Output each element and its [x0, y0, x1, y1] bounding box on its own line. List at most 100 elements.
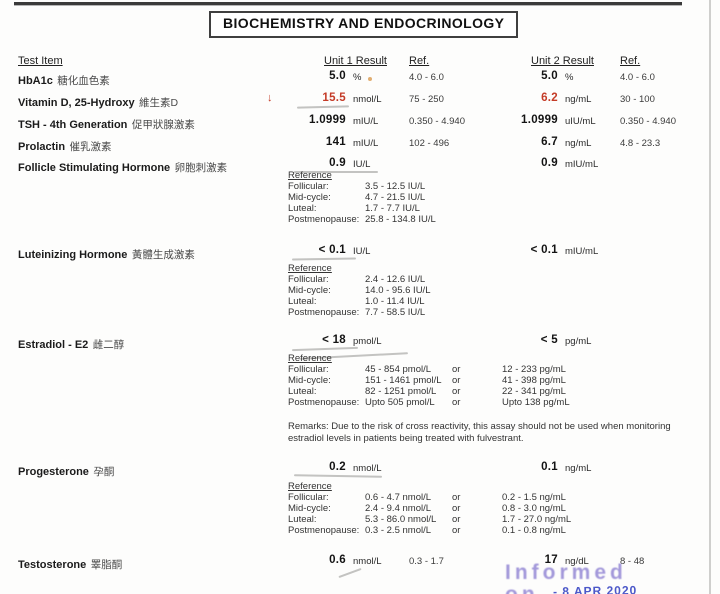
- test-name-en: Prolactin: [18, 141, 66, 153]
- pen-underline: [294, 171, 378, 173]
- ref-phase-label: Luteal:: [288, 386, 317, 397]
- unit2: uIU/mL: [565, 116, 596, 127]
- unit2: ng/mL: [565, 94, 592, 105]
- test-name-cn: 催乳激素: [69, 141, 112, 153]
- result-unit1: 0.9: [329, 157, 346, 169]
- ref-range2: 8 - 48: [620, 556, 645, 567]
- ref-phase-label: Mid-cycle:: [288, 192, 331, 203]
- pen-checkmark: [338, 567, 362, 579]
- col-header-unit2-result: Unit 2 Result: [531, 55, 594, 67]
- ref-range2: 30 - 100: [620, 94, 655, 105]
- col-header-ref1: Ref.: [409, 55, 430, 67]
- col-header-test-item: Test Item: [18, 55, 63, 67]
- test-name-en: Testosterone: [18, 559, 87, 571]
- unit2: ng/mL: [565, 138, 592, 149]
- result-unit2: 17: [544, 554, 558, 566]
- ref-phase-range2: 12 - 233 pg/mL: [502, 364, 566, 375]
- test-name-cn: 維生素D: [139, 97, 179, 109]
- test-name-cn: 睪脂酮: [90, 559, 123, 571]
- ref-phase-range: 1.7 - 7.7 IU/L: [365, 203, 420, 214]
- ref-or: or: [452, 492, 461, 503]
- ref-phase-range2: 1.7 - 27.0 ng/mL: [502, 514, 572, 525]
- unit1: nmol/L: [353, 556, 382, 567]
- ref-range2: 4.8 - 23.3: [620, 138, 661, 149]
- ref-or: or: [452, 386, 461, 397]
- unit1: %: [353, 72, 362, 83]
- col-header-ref2: Ref.: [620, 55, 641, 67]
- test-name-cn: 糖化血色素: [57, 75, 110, 87]
- test-name-en: Luteinizing Hormone: [18, 249, 128, 261]
- ref-phase-range: 2.4 - 12.6 IU/L: [365, 274, 426, 285]
- ref-phase-range2: 22 - 341 pg/mL: [502, 386, 566, 397]
- result-unit1: 5.0: [329, 70, 346, 82]
- reference-label: Reference: [288, 170, 332, 181]
- ref-range1: 0.350 - 4.940: [409, 116, 465, 127]
- pen-underline: [291, 257, 357, 261]
- ref-phase-range2: Upto 138 pg/mL: [502, 397, 570, 408]
- result-unit2: 6.2: [541, 92, 558, 104]
- ref-or: or: [452, 514, 461, 525]
- unit1: IU/L: [353, 246, 371, 257]
- unit2: ng/mL: [565, 463, 592, 474]
- result-unit2: 0.1: [541, 461, 558, 473]
- result-unit2: 6.7: [541, 136, 558, 148]
- estradiol-remarks: Remarks: Due to the risk of cross reacti…: [288, 421, 671, 444]
- ref-phase-range: 14.0 - 95.6 IU/L: [365, 285, 431, 296]
- ref-phase-range: 1.0 - 11.4 IU/L: [365, 296, 425, 307]
- ref-or: or: [452, 397, 461, 408]
- unit1: pmol/L: [353, 336, 382, 347]
- result-unit2: < 0.1: [530, 244, 558, 256]
- unit2: pg/mL: [565, 336, 592, 347]
- test-name-cn: 孕酮: [93, 466, 115, 478]
- ref-or: or: [452, 525, 461, 536]
- result-unit2: 1.0999: [521, 114, 558, 126]
- test-name-en: Vitamin D, 25-Hydroxy: [18, 97, 135, 109]
- ref-phase-range1: 151 - 1461 pmol/L: [365, 375, 442, 386]
- result-unit1: 0.2: [329, 461, 346, 473]
- unit1: IU/L: [353, 159, 371, 170]
- test-name-cn: 促甲狀腺激素: [131, 119, 195, 131]
- ref-phase-label: Mid-cycle:: [288, 503, 331, 514]
- pen-dot: [368, 77, 372, 81]
- ref-phase-label: Follicular:: [288, 274, 329, 285]
- section-title-box: BIOCHEMISTRY AND ENDOCRINOLOGY: [209, 11, 519, 38]
- top-rule: [14, 2, 682, 5]
- ref-phase-range1: Upto 505 pmol/L: [365, 397, 435, 408]
- result-unit1: 141: [325, 136, 346, 148]
- test-name-en: Progesterone: [18, 466, 89, 478]
- col-header-unit1-result: Unit 1 Result: [324, 55, 387, 67]
- ref-range2: 0.350 - 4.940: [620, 116, 676, 127]
- unit2: mIU/mL: [565, 246, 599, 257]
- result-unit2: < 5: [540, 334, 558, 346]
- ref-phase-range1: 45 - 854 pmol/L: [365, 364, 432, 375]
- ref-phase-label: Luteal:: [288, 514, 317, 525]
- ref-phase-label: Mid-cycle:: [288, 375, 331, 386]
- ref-phase-label: Mid-cycle:: [288, 285, 331, 296]
- ref-phase-label: Postmenopause:: [288, 525, 360, 536]
- result-unit1: < 18: [322, 334, 346, 346]
- ref-phase-label: Follicular:: [288, 364, 329, 375]
- ref-phase-range2: 0.1 - 0.8 ng/mL: [502, 525, 566, 536]
- ref-range1: 75 - 250: [409, 94, 444, 105]
- test-name-en: Follicle Stimulating Hormone: [18, 162, 171, 174]
- ref-phase-range1: 82 - 1251 pmol/L: [365, 386, 437, 397]
- result-unit1: 0.6: [329, 554, 346, 566]
- reference-label: Reference: [288, 353, 332, 364]
- low-flag-arrow-icon: ↓: [267, 92, 273, 104]
- test-name-en: Estradiol - E2: [18, 339, 89, 351]
- ref-phase-range1: 0.6 - 4.7 nmol/L: [365, 492, 432, 503]
- ref-phase-range2: 0.2 - 1.5 ng/mL: [502, 492, 566, 503]
- ref-phase-range: 25.8 - 134.8 IU/L: [365, 214, 436, 225]
- test-name-cn: 黃體生成激素: [131, 249, 195, 261]
- ref-phase-range2: 41 - 398 pg/mL: [502, 375, 566, 386]
- ref-phase-label: Luteal:: [288, 203, 317, 214]
- ref-phase-range1: 5.3 - 86.0 nmol/L: [365, 514, 437, 525]
- ref-range1: 4.0 - 6.0: [409, 72, 444, 83]
- date-stamp: - 8 APR 2020: [552, 583, 638, 594]
- scan-edge-line: [709, 0, 711, 594]
- unit2: %: [565, 72, 574, 83]
- ref-phase-label: Luteal:: [288, 296, 317, 307]
- ref-or: or: [452, 503, 461, 514]
- ref-range1: 0.3 - 1.7: [409, 556, 444, 567]
